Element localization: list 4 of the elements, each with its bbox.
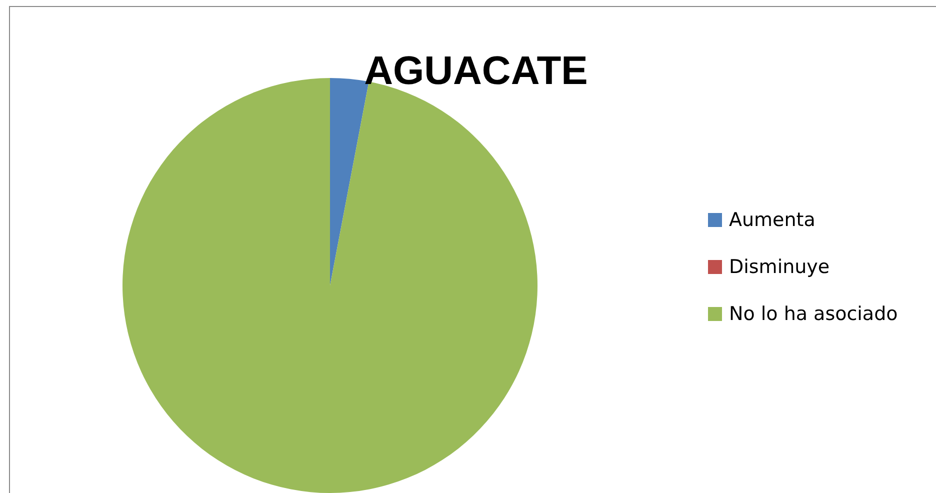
legend-label: Aumenta bbox=[729, 208, 816, 230]
legend-label: No lo ha asociado bbox=[729, 302, 898, 324]
chart-title: AGUACATE bbox=[364, 49, 588, 93]
legend-label: Disminuye bbox=[729, 256, 830, 278]
